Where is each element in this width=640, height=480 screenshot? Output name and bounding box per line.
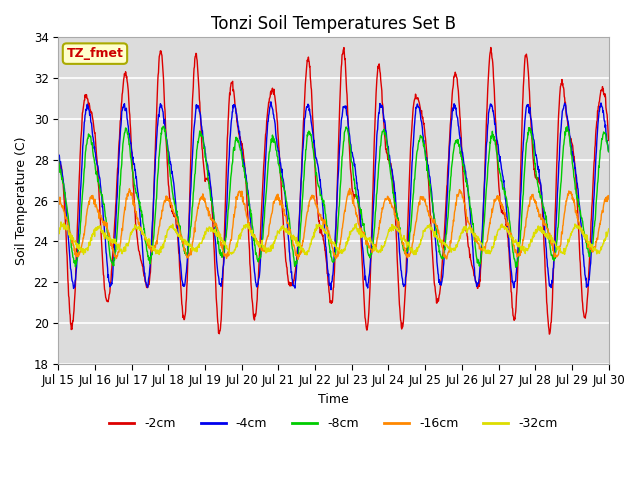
-16cm <box>346 186 353 192</box>
Line: -8cm: -8cm <box>58 126 609 267</box>
-32cm <box>177 236 185 242</box>
-16cm <box>492 197 499 203</box>
Legend: -2cm, -4cm, -8cm, -16cm, -32cm: -2cm, -4cm, -8cm, -16cm, -32cm <box>104 412 563 435</box>
-8cm <box>54 153 62 159</box>
-4cm <box>540 216 548 222</box>
-32cm <box>54 227 62 233</box>
-16cm <box>294 256 302 262</box>
-16cm <box>238 193 246 199</box>
-32cm <box>164 227 172 233</box>
-8cm <box>540 206 548 212</box>
Line: -4cm: -4cm <box>58 102 609 289</box>
-4cm <box>327 287 335 292</box>
-2cm <box>540 229 547 235</box>
-2cm <box>163 159 171 165</box>
Title: Tonzi Soil Temperatures Set B: Tonzi Soil Temperatures Set B <box>211 15 456 33</box>
-2cm <box>54 155 62 160</box>
-2cm <box>491 104 499 109</box>
-16cm <box>420 194 428 200</box>
-16cm <box>177 232 184 238</box>
Text: TZ_fmet: TZ_fmet <box>67 47 124 60</box>
-8cm <box>512 264 520 270</box>
-2cm <box>605 138 612 144</box>
-8cm <box>177 232 185 238</box>
-4cm <box>54 153 62 158</box>
-2cm <box>487 45 495 50</box>
Line: -2cm: -2cm <box>58 48 609 334</box>
-32cm <box>492 237 499 243</box>
-4cm <box>177 262 184 267</box>
-4cm <box>420 138 428 144</box>
-4cm <box>267 99 275 105</box>
-16cm <box>163 197 171 203</box>
-2cm <box>419 114 427 120</box>
-32cm <box>239 227 246 233</box>
-8cm <box>419 139 427 144</box>
-32cm <box>540 228 548 234</box>
-2cm <box>177 280 184 286</box>
-8cm <box>605 149 612 155</box>
-4cm <box>238 150 246 156</box>
-4cm <box>492 123 499 129</box>
-8cm <box>239 158 246 164</box>
X-axis label: Time: Time <box>318 393 349 406</box>
-32cm <box>303 252 310 258</box>
-8cm <box>164 148 172 154</box>
-16cm <box>605 196 612 202</box>
-32cm <box>57 219 65 225</box>
Line: -16cm: -16cm <box>58 189 609 259</box>
-2cm <box>545 331 553 337</box>
-16cm <box>540 219 548 225</box>
-8cm <box>491 137 499 143</box>
-32cm <box>420 228 428 234</box>
Line: -32cm: -32cm <box>58 222 609 255</box>
-4cm <box>605 149 612 155</box>
-8cm <box>159 123 167 129</box>
Y-axis label: Soil Temperature (C): Soil Temperature (C) <box>15 136 28 265</box>
-16cm <box>54 196 62 202</box>
-32cm <box>605 226 612 232</box>
-2cm <box>238 143 246 148</box>
-4cm <box>163 141 171 146</box>
